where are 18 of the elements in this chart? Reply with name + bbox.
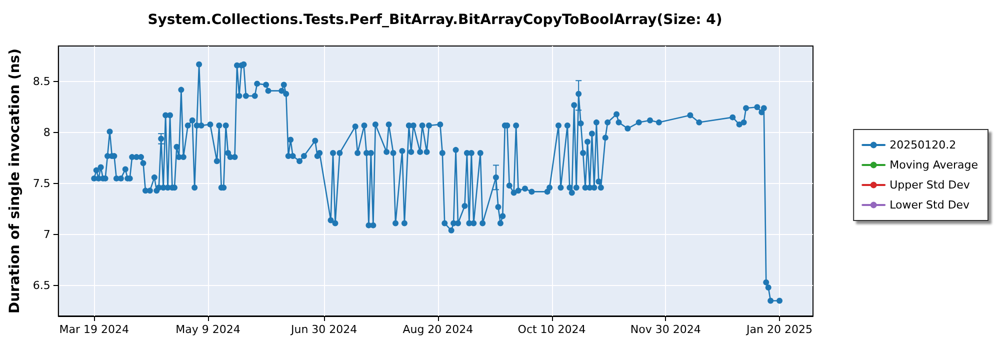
y-axis-title: Duration of single invocation (ns) — [7, 48, 23, 314]
x-tick-label: Jan 20 2025 — [746, 323, 812, 336]
x-tick-label: Nov 30 2024 — [630, 323, 701, 336]
legend-label: Moving Average — [890, 158, 978, 172]
y-tick-label: 8 — [43, 126, 50, 140]
y-tick-label: 7.5 — [32, 177, 50, 190]
legend-label: 20250120.2 — [890, 138, 956, 152]
legend-label: Lower Std Dev — [890, 198, 970, 212]
x-tick-label: Aug 20 2024 — [402, 323, 474, 336]
legend-label: Upper Std Dev — [890, 178, 970, 192]
x-tick-label: Mar 19 2024 — [59, 323, 129, 336]
y-tick-label: 8.5 — [32, 75, 50, 88]
chart-title: System.Collections.Tests.Perf_BitArray.BitArrayCopyToBoolArray(Size: 4) — [148, 12, 722, 28]
x-tick-label: Oct 10 2024 — [518, 323, 586, 336]
x-tick-label: May 9 2024 — [176, 323, 240, 336]
y-tick-label: 7 — [43, 228, 50, 241]
x-tick-label: Jun 30 2024 — [290, 323, 358, 336]
y-tick-label: 6.5 — [32, 278, 50, 292]
